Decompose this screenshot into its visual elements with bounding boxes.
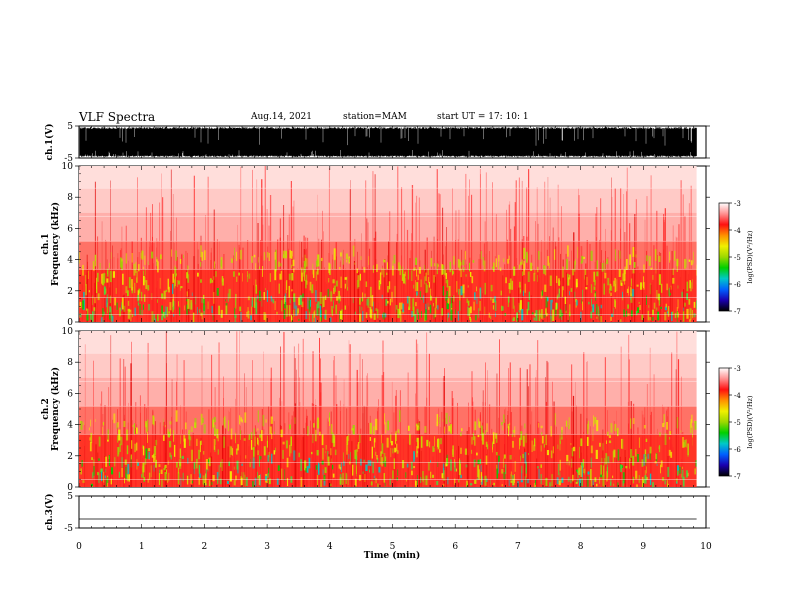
y-tick-label: 5: [67, 492, 73, 502]
colorbar-tick-label: -7: [734, 308, 741, 316]
y-tick-label: 6: [67, 389, 73, 399]
x-tick-label: 4: [327, 542, 333, 552]
colorbar-tick-label: -6: [734, 281, 741, 289]
y-tick-label: 0: [67, 483, 73, 493]
ch2-spectrogram-image: [79, 331, 697, 487]
x-tick-label: 2: [202, 542, 208, 552]
colorbar-label: log(PSD)(V²/Hz): [746, 395, 754, 448]
y-axis-label: ch.2 Frequency (kHz): [41, 367, 61, 451]
y-tick-label: 4: [67, 256, 73, 266]
x-tick-label: 6: [452, 542, 458, 552]
colorbar-tick-label: -6: [734, 446, 741, 454]
colorbar-1: [718, 202, 730, 312]
y-tick-label: 8: [67, 358, 73, 368]
y-tick-label: 2: [67, 452, 73, 462]
x-axis-label: Time (min): [364, 550, 421, 561]
y-axis-label: ch.3(V): [44, 494, 55, 531]
y-tick-label: 10: [62, 162, 74, 172]
start-ut-label: start UT = 17: 10: 1: [437, 112, 529, 122]
colorbar-tick-label: -5: [734, 419, 741, 427]
y-axis-label-line: ch.1: [41, 233, 51, 254]
y-tick-label: 2: [67, 287, 73, 297]
chart-title: VLF Spectra: [79, 110, 156, 124]
x-tick-label: 9: [640, 542, 646, 552]
ch1-spectrogram-image: [79, 166, 697, 322]
x-tick-label: 5: [390, 542, 396, 552]
colorbar-label-text: log(PSD)(V²/Hz): [746, 395, 754, 448]
station-label: station=MAM: [343, 112, 407, 122]
y-tick-label: 10: [62, 327, 74, 337]
y-axis-label-line: ch.1(V): [44, 124, 55, 161]
x-tick-label: 8: [578, 542, 584, 552]
colorbar-label: log(PSD)(V²/Hz): [746, 230, 754, 283]
y-tick-label: 0: [67, 318, 73, 328]
x-tick-label: 3: [264, 542, 270, 552]
y-axis-label: ch.1(V): [44, 124, 55, 161]
colorbar-tick-label: -5: [734, 254, 741, 262]
x-tick-label: 1: [139, 542, 145, 552]
y-axis-label-line: Frequency (kHz): [50, 367, 61, 451]
date-label: Aug.14, 2021: [251, 112, 312, 122]
y-axis-label-line: Frequency (kHz): [50, 202, 61, 286]
y-tick-label: 8: [67, 193, 73, 203]
x-tick-label: 7: [515, 542, 521, 552]
ch3-waveform-frame: [78, 495, 707, 529]
colorbar-tick-label: -7: [734, 473, 741, 481]
y-tick-label: 6: [67, 224, 73, 234]
colorbar-2: [718, 367, 730, 477]
colorbar-tick-label: -4: [734, 392, 741, 400]
y-tick-label: -5: [64, 524, 73, 534]
colorbar-tick-label: -3: [734, 200, 741, 208]
y-tick-label: 4: [67, 421, 73, 431]
ch1-waveform-trace: [79, 127, 697, 157]
x-tick-label: 0: [76, 542, 82, 552]
y-axis-label: ch.1 Frequency (kHz): [41, 202, 61, 286]
y-tick-label: -5: [64, 154, 73, 164]
y-axis-label-line: ch.2: [41, 398, 51, 419]
colorbar-label-text: log(PSD)(V²/Hz): [746, 230, 754, 283]
colorbar-tick-label: -4: [734, 227, 741, 235]
y-axis-label-line: ch.3(V): [44, 494, 55, 531]
x-tick-label: 10: [700, 542, 712, 552]
y-tick-label: 5: [67, 122, 73, 132]
colorbar-tick-label: -3: [734, 365, 741, 373]
